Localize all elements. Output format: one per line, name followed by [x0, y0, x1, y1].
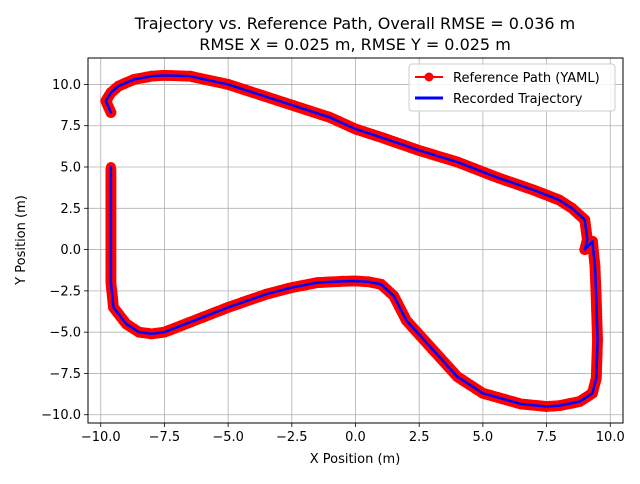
chart-title-line1: Trajectory vs. Reference Path, Overall R…: [134, 14, 576, 33]
recorded-trajectory-line: [104, 74, 599, 408]
x-tick-label: 7.5: [536, 430, 557, 445]
x-tick-label: 2.5: [409, 430, 430, 445]
y-tick-label: −7.5: [49, 367, 81, 382]
y-tick-label: 2.5: [60, 202, 81, 217]
y-tick-label: 0.0: [60, 243, 81, 258]
y-tick-label: 7.5: [60, 119, 81, 134]
legend-reference-label: Reference Path (YAML): [453, 71, 600, 86]
y-tick-label: −10.0: [41, 408, 81, 423]
y-axis-label: Y Position (m): [14, 195, 29, 286]
legend-reference-marker: [424, 72, 434, 82]
legend: Reference Path (YAML) Recorded Trajector…: [408, 63, 616, 112]
x-tick-label: 5.0: [473, 430, 494, 445]
x-tick-label: −2.5: [276, 430, 308, 445]
grid: [88, 58, 623, 423]
y-tick-label: 5.0: [60, 161, 81, 176]
x-tick-label: 10.0: [596, 430, 625, 445]
x-tick-label: −5.0: [212, 430, 244, 445]
chart-title-line2: RMSE X = 0.025 m, RMSE Y = 0.025 m: [199, 35, 511, 54]
y-tick-label: 10.0: [52, 78, 81, 93]
plot-data: [100, 69, 604, 412]
x-tick-label: −10.0: [81, 430, 121, 445]
legend-recorded-label: Recorded Trajectory: [453, 92, 583, 107]
legend-box: [408, 63, 616, 112]
x-axis-label: X Position (m): [310, 452, 401, 467]
axis-ticks: −10.0 −7.5 −5.0 −2.5 0.0 2.5 5.0 7.5 10.0 −10.0 −7…: [41, 78, 625, 445]
y-tick-label: −2.5: [49, 284, 81, 299]
x-tick-label: 0.0: [345, 430, 366, 445]
y-tick-label: −5.0: [49, 326, 81, 341]
x-tick-label: −7.5: [149, 430, 181, 445]
